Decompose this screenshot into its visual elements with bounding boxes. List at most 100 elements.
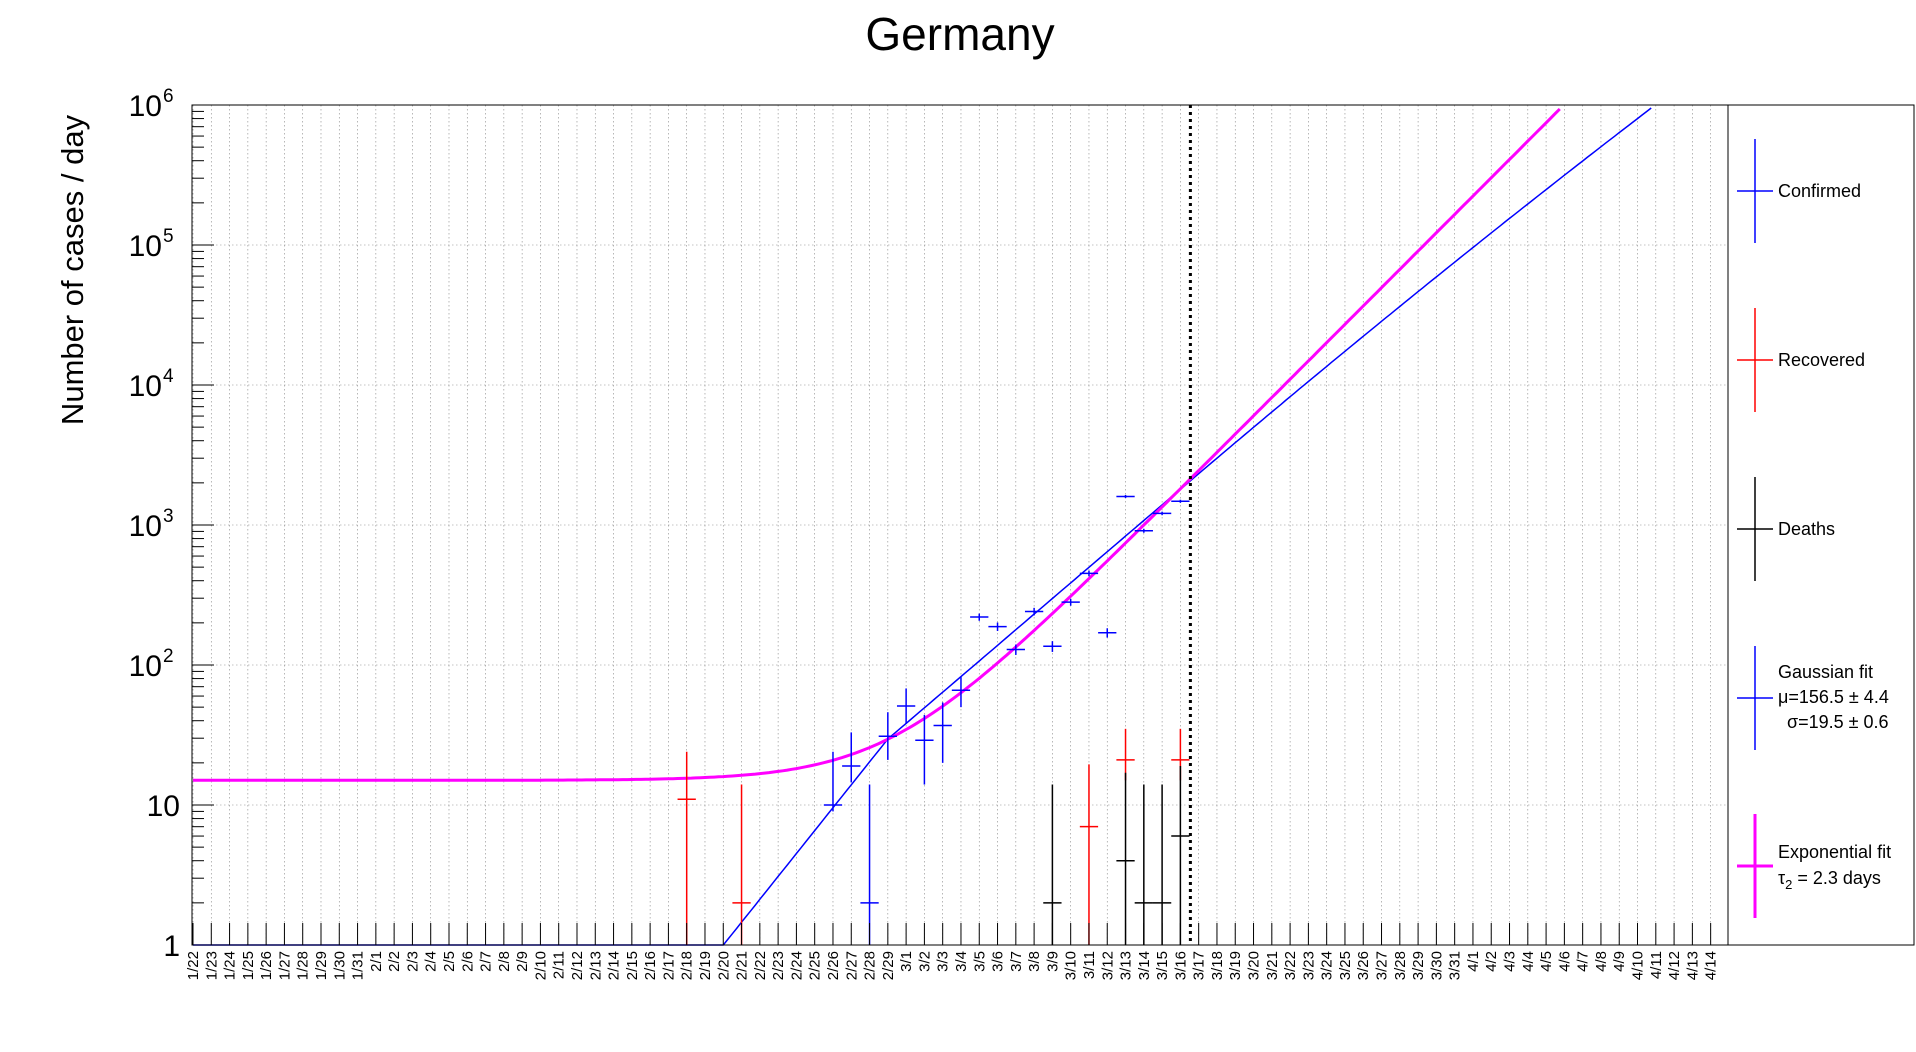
x-tick-label: 4/12 xyxy=(1666,951,1683,980)
x-tick-label: 3/16 xyxy=(1172,951,1189,980)
x-tick-label: 2/13 xyxy=(587,951,604,980)
x-tick-label: 4/9 xyxy=(1611,951,1628,972)
legend: Confirmed Recovered Deaths Gaussian fit μ=15… xyxy=(1727,104,1915,946)
y-tick-label: 10 xyxy=(147,790,180,823)
x-tick-label: 3/7 xyxy=(1008,951,1025,972)
x-tick-label: 2/1 xyxy=(368,951,385,972)
legend-entry-label: σ=19.5 ± 0.6 xyxy=(1787,712,1889,732)
x-tick-label: 2/19 xyxy=(697,951,714,980)
recovered-point xyxy=(732,784,751,945)
x-tick-label: 3/1 xyxy=(898,951,915,972)
x-tick-label: 3/15 xyxy=(1154,951,1171,980)
x-tick-label: 2/20 xyxy=(715,951,732,980)
y-tick-label-exponent: 4 xyxy=(163,366,174,387)
x-tick-label: 4/10 xyxy=(1630,951,1647,980)
confirmed-point xyxy=(860,784,879,945)
confirmed-point xyxy=(1024,607,1044,616)
x-tick-label: 3/12 xyxy=(1099,951,1116,980)
y-tick-label-exponent: 2 xyxy=(163,646,174,667)
x-tick-label: 3/8 xyxy=(1026,951,1043,972)
y-tick-label: 10 xyxy=(129,90,162,123)
x-tick-label: 2/25 xyxy=(807,951,824,980)
x-tick-label: 2/15 xyxy=(624,951,641,980)
legend-entry-label: Exponential fit xyxy=(1778,842,1891,862)
recovered-point xyxy=(1079,764,1099,945)
deaths-point xyxy=(1152,784,1172,945)
x-axis: 1/22 1/23 1/24 1/25 1/26 1/27 1/28 1/29 1/30 1/31… xyxy=(185,923,1720,980)
x-tick-label: 2/3 xyxy=(404,951,421,972)
x-tick-label: 3/22 xyxy=(1282,951,1299,980)
x-tick-label: 2/9 xyxy=(514,951,531,972)
confirmed-point xyxy=(1098,628,1117,638)
x-tick-label: 3/13 xyxy=(1118,951,1135,980)
x-tick-label: 4/4 xyxy=(1520,951,1537,972)
x-tick-label: 3/28 xyxy=(1392,951,1409,980)
x-tick-label: 3/26 xyxy=(1355,951,1372,980)
x-tick-label: 2/18 xyxy=(679,951,696,980)
x-tick-label: 3/31 xyxy=(1447,951,1464,980)
confirmed-point xyxy=(1006,644,1025,655)
x-tick-label: 3/24 xyxy=(1319,951,1336,980)
x-tick-label: 2/2 xyxy=(386,951,403,972)
y-tick-label: 10 xyxy=(129,230,162,263)
confirmed-point xyxy=(842,732,861,783)
x-tick-label: 2/11 xyxy=(551,951,568,979)
confirmed-point xyxy=(1152,511,1172,516)
confirmed-point xyxy=(1043,641,1062,652)
legend-entry-label: Gaussian fit xyxy=(1778,662,1873,682)
y-tick-label-exponent: 3 xyxy=(163,506,174,527)
confirmed-point xyxy=(933,702,952,763)
x-tick-label: 3/14 xyxy=(1136,951,1153,980)
confirmed-point xyxy=(878,712,897,760)
x-tick-label: 3/6 xyxy=(990,951,1007,972)
confirmed-point xyxy=(1079,570,1099,577)
legend-entry-label: Recovered xyxy=(1778,350,1865,370)
y-tick-label-exponent: 5 xyxy=(163,226,174,247)
x-tick-label: 1/22 xyxy=(185,951,202,980)
confirmed-point xyxy=(1171,499,1190,503)
legend-entry-label-rest: = 2.3 days xyxy=(1792,868,1881,888)
x-tick-label: 3/25 xyxy=(1337,951,1354,980)
confirmed-point xyxy=(951,677,971,708)
deaths-point xyxy=(1116,772,1135,945)
x-tick-label: 3/20 xyxy=(1246,951,1263,980)
confirmed-point xyxy=(1134,528,1153,533)
x-tick-label: 2/22 xyxy=(752,951,769,980)
x-tick-label: 3/4 xyxy=(953,951,970,972)
confirmed-point xyxy=(970,613,989,621)
x-tick-label: 3/27 xyxy=(1374,951,1391,980)
x-tick-label: 2/12 xyxy=(569,951,586,980)
x-tick-label: 2/21 xyxy=(734,951,751,980)
x-tick-label: 4/13 xyxy=(1684,951,1701,980)
x-tick-label: 1/28 xyxy=(295,951,312,980)
x-tick-label: 3/11 xyxy=(1081,951,1098,979)
confirmed-point xyxy=(1116,495,1135,499)
x-tick-label: 1/30 xyxy=(331,951,348,980)
x-tick-label: 2/7 xyxy=(478,951,495,972)
x-tick-label: 2/10 xyxy=(532,951,549,980)
x-tick-label: 2/27 xyxy=(843,951,860,980)
legend-entry-label: Deaths xyxy=(1778,519,1835,539)
deaths-point xyxy=(1134,784,1153,945)
x-tick-label: 4/14 xyxy=(1703,951,1720,980)
x-tick-label: 3/30 xyxy=(1428,951,1445,980)
x-tick-label: 4/5 xyxy=(1538,951,1555,972)
deaths-point xyxy=(1171,765,1190,945)
x-tick-label: 3/9 xyxy=(1044,951,1061,972)
x-tick-label: 2/4 xyxy=(423,951,440,972)
x-tick-label: 4/1 xyxy=(1465,951,1482,972)
x-tick-label: 3/19 xyxy=(1227,951,1244,980)
chart-title: Germany xyxy=(865,8,1054,60)
x-tick-label: 3/18 xyxy=(1209,951,1226,980)
x-tick-label: 3/5 xyxy=(971,951,988,972)
x-tick-label: 3/29 xyxy=(1410,951,1427,980)
x-tick-label: 3/10 xyxy=(1063,951,1080,980)
x-tick-label: 2/24 xyxy=(788,951,805,980)
legend-box xyxy=(1727,104,1915,946)
confirmed-point xyxy=(823,751,843,812)
deaths-point xyxy=(1043,784,1062,945)
x-tick-label: 2/8 xyxy=(496,951,513,972)
x-tick-label: 3/17 xyxy=(1191,951,1208,980)
